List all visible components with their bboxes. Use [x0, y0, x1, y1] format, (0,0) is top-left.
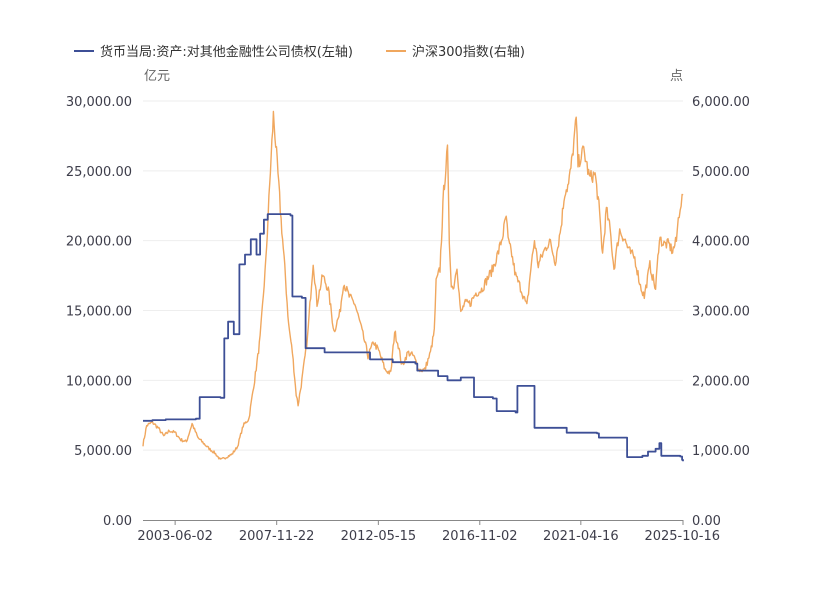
right-tick-label: 1,000.00 [692, 444, 750, 459]
x-tick-label: 2021-04-16 [543, 529, 619, 544]
legend-label-csi300[interactable]: 沪深300指数(右轴) [412, 44, 525, 60]
x-tick-label: 2012-05-15 [341, 529, 417, 544]
right-axis-ticks: 0.00 1,000.00 2,000.00 3,000.00 4,000.00 5,00… [692, 95, 750, 529]
x-tick-label: 2003-06-02 [137, 529, 213, 544]
left-tick-label: 30,000.00 [66, 95, 132, 110]
right-tick-label: 4,000.00 [692, 235, 750, 250]
series-layer [142, 110, 684, 462]
left-tick-label: 20,000.00 [66, 235, 132, 250]
left-axis-ticks: 0.00 5,000.00 10,000.00 15,000.00 20,000.00 2… [66, 95, 132, 529]
left-tick-label: 10,000.00 [66, 374, 132, 389]
x-tick-label: 2025-10-16 [644, 529, 720, 544]
x-axis-ticks: 2003-06-02 2007-11-22 2012-05-15 2016-11-02… [137, 520, 720, 544]
line-pboc-claims[interactable] [143, 213, 684, 462]
left-axis-unit: 亿元 [144, 69, 170, 84]
right-tick-label: 0.00 [692, 514, 721, 529]
right-tick-label: 2,000.00 [692, 374, 750, 389]
left-tick-label: 0.00 [103, 514, 132, 529]
right-tick-label: 5,000.00 [692, 165, 750, 180]
left-tick-label: 25,000.00 [66, 165, 132, 180]
legend-label-pboc-claims[interactable]: 货币当局:资产:对其他金融性公司债权(左轴) [100, 44, 353, 60]
left-tick-label: 5,000.00 [74, 444, 132, 459]
right-tick-label: 6,000.00 [692, 95, 750, 110]
legend[interactable]: 货币当局:资产:对其他金融性公司债权(左轴) 沪深300指数(右轴) [74, 44, 525, 60]
right-tick-label: 3,000.00 [692, 305, 750, 320]
gridlines [143, 100, 683, 451]
x-tick-label: 2016-11-02 [442, 529, 518, 544]
line-csi300[interactable] [142, 110, 684, 460]
x-tick-label: 2007-11-22 [239, 529, 315, 544]
left-tick-label: 15,000.00 [66, 305, 132, 320]
right-axis-unit: 点 [670, 69, 683, 84]
